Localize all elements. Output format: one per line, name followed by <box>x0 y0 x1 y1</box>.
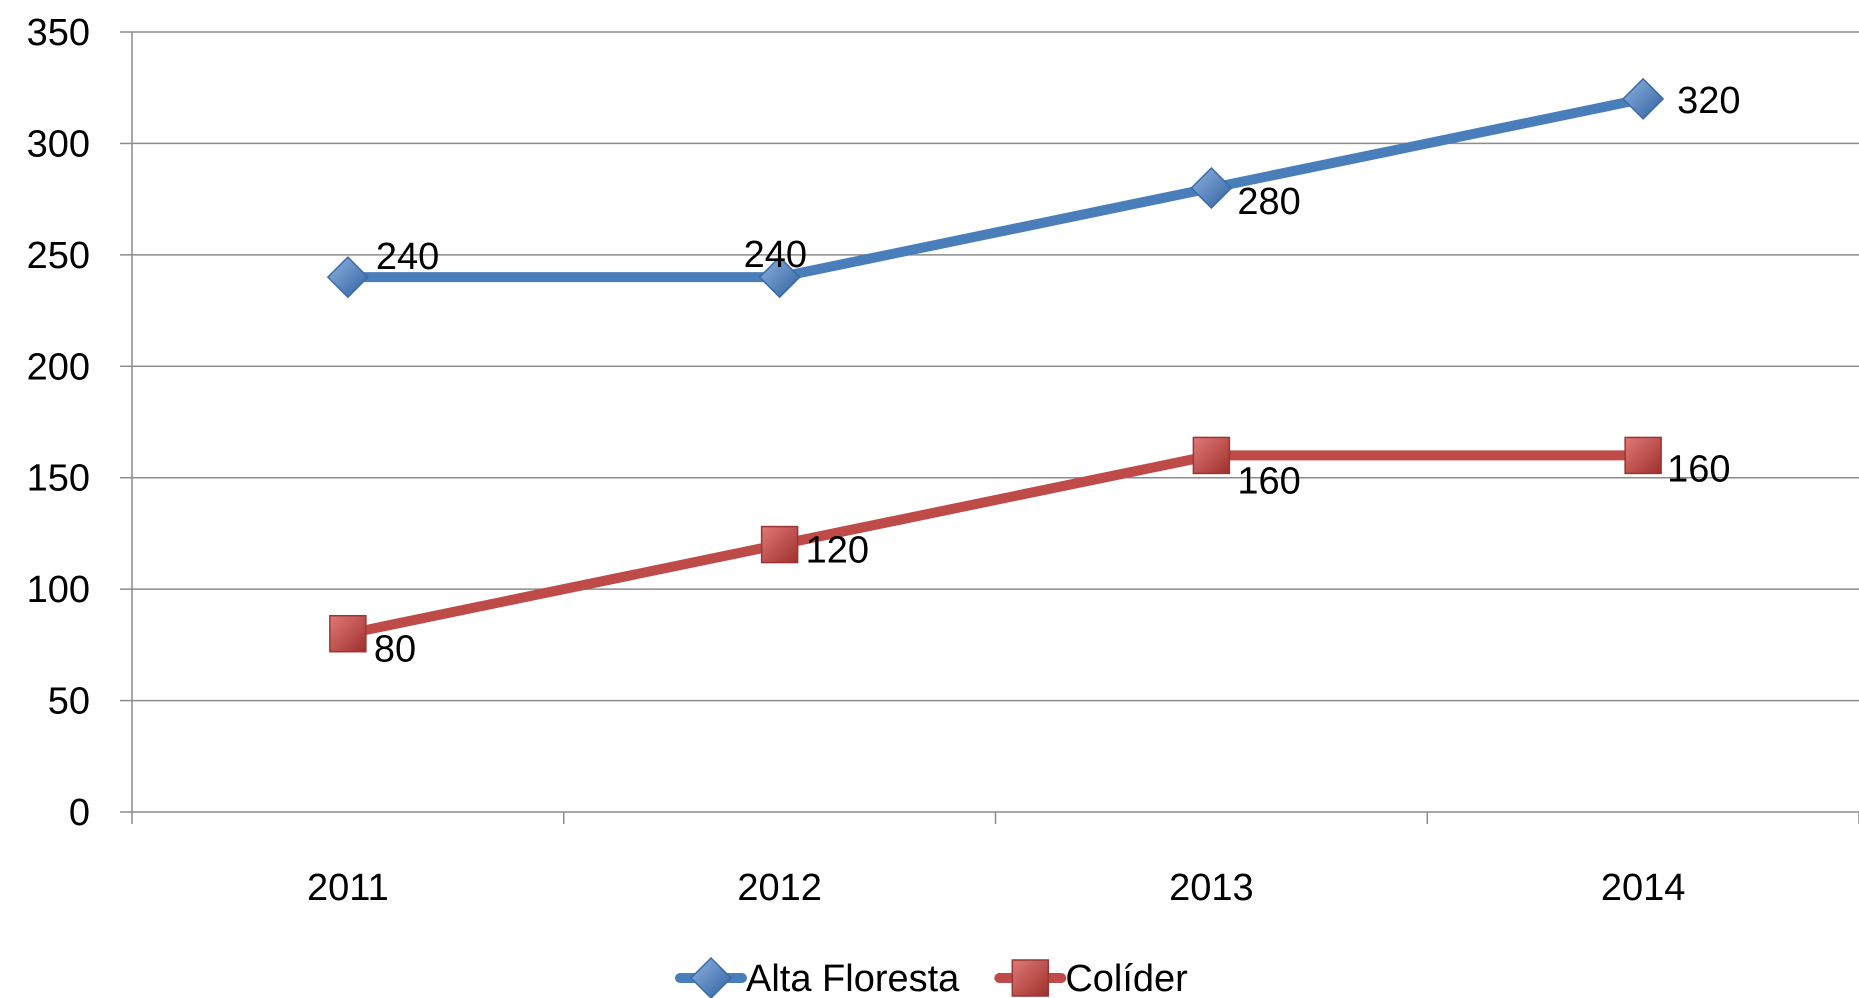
data-point-alta-floresta-2014 <box>1622 77 1665 120</box>
data-point-col-der-2011 <box>329 614 367 653</box>
data-point-col-der-2014 <box>1624 436 1662 475</box>
y-tick-label: 250 <box>27 235 90 277</box>
axes <box>120 31 1859 824</box>
x-tick-label: 2012 <box>737 867 822 909</box>
data-point-alta-floresta-2012 <box>758 256 801 299</box>
legend-label-col-der: Colíder <box>1065 958 1188 998</box>
x-tick-label: 2014 <box>1601 867 1686 909</box>
legend-item-col-der: Colíder <box>994 958 1188 998</box>
legend-marker-alta-floresta <box>689 956 733 998</box>
x-tick-labels: 2011 2012 2013 2014 <box>307 867 1685 909</box>
legend-marker-col-der <box>1011 959 1050 997</box>
data-label-col-der-2013: 160 <box>1237 460 1300 502</box>
data-label-alta-floresta-2013: 280 <box>1237 181 1300 223</box>
data-point-col-der-2012 <box>760 525 799 564</box>
data-label-col-der-2011: 80 <box>374 629 416 671</box>
x-tick-label: 2011 <box>307 867 389 909</box>
gridlines <box>132 31 1859 702</box>
legend-label-alta-floresta: Alta Floresta <box>746 958 960 998</box>
data-point-alta-floresta-2011 <box>326 256 369 299</box>
data-label-alta-floresta-2011: 240 <box>376 236 439 278</box>
data-label-alta-floresta-2014: 320 <box>1677 80 1740 122</box>
legend-item-alta-floresta: Alta Floresta <box>675 956 960 998</box>
y-tick-label: 200 <box>27 346 90 388</box>
series-lines <box>326 77 1665 653</box>
data-point-col-der-2013 <box>1192 436 1231 475</box>
y-tick-label: 0 <box>69 792 90 834</box>
data-point-alta-floresta-2013 <box>1190 166 1233 210</box>
y-tick-label: 100 <box>27 569 90 611</box>
data-label-alta-floresta-2012: 240 <box>744 234 807 276</box>
series-line-col-der <box>342 450 1649 639</box>
data-label-col-der-2014: 160 <box>1667 448 1730 490</box>
y-tick-label: 150 <box>27 458 90 500</box>
y-tick-label: 50 <box>48 681 90 723</box>
y-tick-label: 350 <box>27 12 90 54</box>
legend: Alta Floresta Colíder <box>675 956 1188 998</box>
y-tick-label: 300 <box>27 123 90 165</box>
data-label-col-der-2012: 120 <box>806 530 869 572</box>
x-tick-label: 2013 <box>1169 867 1254 909</box>
data-labels: 240 240 280 320 80 120 160 160 <box>374 80 1741 671</box>
series-line-alta-floresta <box>342 93 1649 283</box>
y-tick-labels: 0 50 100 150 200 250 300 350 <box>27 12 90 834</box>
